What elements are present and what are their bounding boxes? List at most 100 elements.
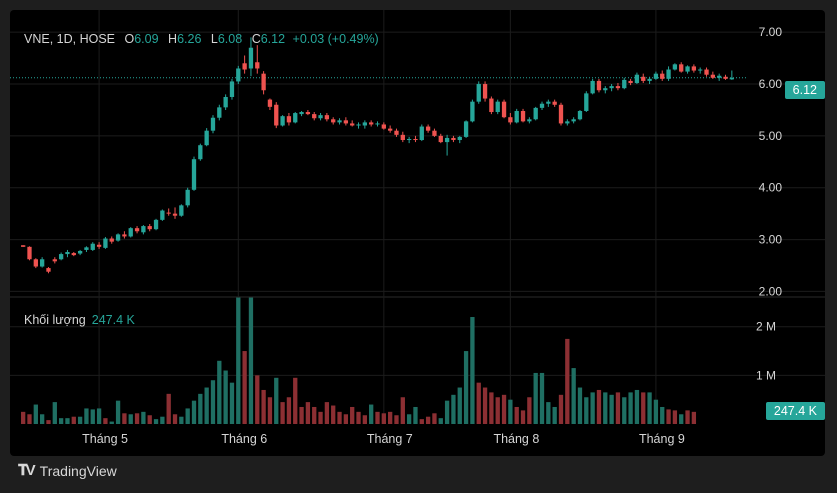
candle-body — [122, 234, 127, 237]
candle — [520, 108, 526, 123]
candle-body — [590, 80, 595, 94]
candle — [52, 257, 57, 264]
candle-body — [698, 69, 703, 71]
volume-bar — [647, 392, 652, 424]
chart-frame: 2.00 3.00 4.00 5.00 6.00 7.00 Tháng 5 Tháng 6 Th… — [10, 10, 825, 456]
symbol-name[interactable]: VNE, 1D, HOSE — [24, 32, 115, 46]
candle — [204, 128, 209, 147]
candle — [122, 231, 127, 239]
chart-canvas[interactable]: 2.00 3.00 4.00 5.00 6.00 7.00 Tháng 5 Tháng 6 Th… — [10, 10, 825, 456]
volume-bar — [356, 411, 361, 424]
candle — [482, 81, 488, 102]
candle — [603, 86, 608, 94]
symbol-legend: VNE, 1D, HOSE O6.09 H6.26 L6.08 C6.12 +0… — [24, 32, 379, 46]
candle — [343, 117, 349, 126]
candle-body — [84, 247, 89, 250]
candle-body — [438, 135, 443, 143]
volume-bar — [229, 382, 235, 424]
candle-body — [90, 243, 95, 250]
volume-bar — [312, 406, 317, 424]
candle — [71, 252, 76, 257]
volume-bar — [248, 297, 254, 424]
candle-body — [470, 101, 475, 122]
candle — [261, 71, 266, 95]
candle — [198, 143, 203, 161]
volume-bar — [185, 408, 190, 424]
candle-body — [406, 138, 412, 141]
volume-bar — [400, 397, 405, 424]
volume-bar — [571, 368, 576, 424]
candle-body — [666, 69, 671, 79]
candle-body — [577, 110, 583, 120]
volume-bar — [96, 408, 102, 424]
volume-bar — [210, 380, 216, 424]
candle — [514, 108, 519, 124]
volume-bar — [242, 351, 247, 424]
candle-body — [236, 68, 241, 82]
volume-bar — [362, 415, 367, 424]
volume-tick-label: 2 M — [756, 320, 776, 334]
candle-body — [312, 114, 317, 119]
candle-body — [103, 238, 108, 248]
candle-body — [394, 130, 399, 135]
candle — [350, 120, 355, 127]
volume-bar — [527, 397, 532, 424]
volume-bar — [615, 392, 621, 424]
candle — [501, 99, 507, 119]
candle — [134, 226, 140, 234]
volume-bar — [653, 399, 659, 424]
candle-body — [198, 145, 203, 160]
candle-body — [229, 81, 235, 97]
volume-bar — [444, 400, 450, 424]
volume-bar — [141, 411, 146, 424]
volume-bar — [65, 418, 70, 424]
volume-bar — [375, 411, 380, 424]
candle-body — [419, 126, 424, 141]
candle — [710, 71, 716, 79]
candle-body — [495, 101, 500, 113]
candle — [590, 78, 595, 95]
price-tick-label: 3.00 — [759, 233, 783, 247]
candle — [356, 122, 361, 129]
candle — [508, 113, 513, 125]
volume-bar — [413, 406, 418, 424]
volume-label[interactable]: Khối lượng — [24, 313, 86, 327]
low-value: 6.08 — [217, 32, 243, 46]
candle — [432, 128, 437, 137]
volume-bar — [451, 394, 456, 424]
candle-body — [717, 75, 722, 78]
candle — [160, 209, 165, 221]
candle-body — [476, 84, 481, 102]
candle-body — [293, 113, 298, 123]
candle — [489, 96, 494, 115]
candle — [286, 113, 292, 126]
candle — [255, 45, 260, 74]
candle — [704, 67, 709, 77]
volume-bar — [103, 418, 108, 424]
volume-bar — [204, 387, 209, 424]
candle — [388, 125, 393, 133]
candle-body — [381, 124, 386, 129]
candle — [375, 121, 380, 127]
candle — [65, 249, 70, 258]
price-tick-label: 7.00 — [759, 25, 783, 39]
high-value: 6.26 — [177, 32, 202, 46]
candle-body — [128, 228, 133, 237]
candle — [299, 110, 304, 117]
candle-body — [679, 64, 684, 72]
candle — [685, 65, 690, 74]
candle — [27, 246, 32, 261]
candle-body — [46, 268, 51, 272]
candle-body — [343, 120, 349, 124]
candle-body — [546, 101, 551, 104]
volume-bar — [603, 392, 608, 424]
tradingview-logo-icon[interactable]: 𝐓V — [18, 462, 36, 479]
candle — [533, 106, 538, 121]
candle — [128, 227, 133, 238]
candle — [103, 236, 108, 249]
candle — [653, 71, 659, 80]
tradingview-logo-text[interactable]: TradingView — [39, 462, 117, 479]
candle — [546, 99, 551, 107]
candle-body — [27, 246, 32, 260]
candle — [438, 133, 443, 144]
